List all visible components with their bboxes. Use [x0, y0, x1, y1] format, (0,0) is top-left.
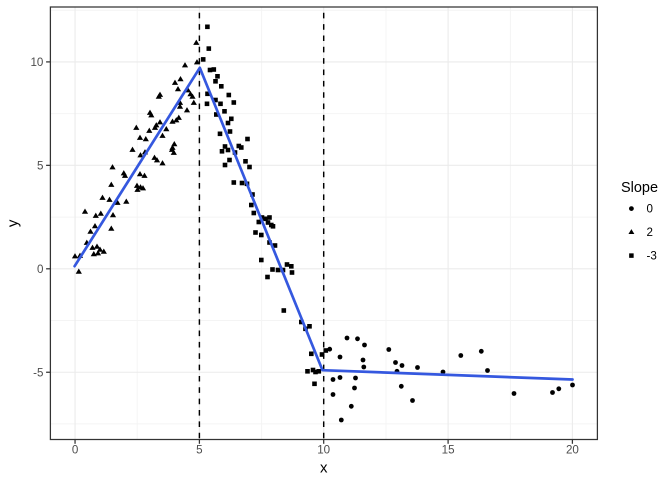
svg-text:0: 0 [72, 444, 78, 457]
svg-text:Slope: Slope [621, 180, 658, 196]
svg-text:15: 15 [442, 444, 455, 457]
svg-text:5: 5 [37, 159, 43, 172]
svg-text:0: 0 [647, 203, 653, 216]
svg-text:2: 2 [647, 226, 653, 239]
svg-text:5: 5 [196, 444, 202, 457]
svg-text:0: 0 [37, 263, 43, 276]
svg-text:10: 10 [30, 56, 43, 69]
svg-text:-5: -5 [33, 366, 43, 379]
svg-text:20: 20 [566, 444, 579, 457]
svg-text:-3: -3 [647, 250, 657, 263]
svg-text:x: x [320, 460, 328, 477]
svg-text:y: y [5, 219, 22, 227]
svg-text:10: 10 [317, 444, 330, 457]
